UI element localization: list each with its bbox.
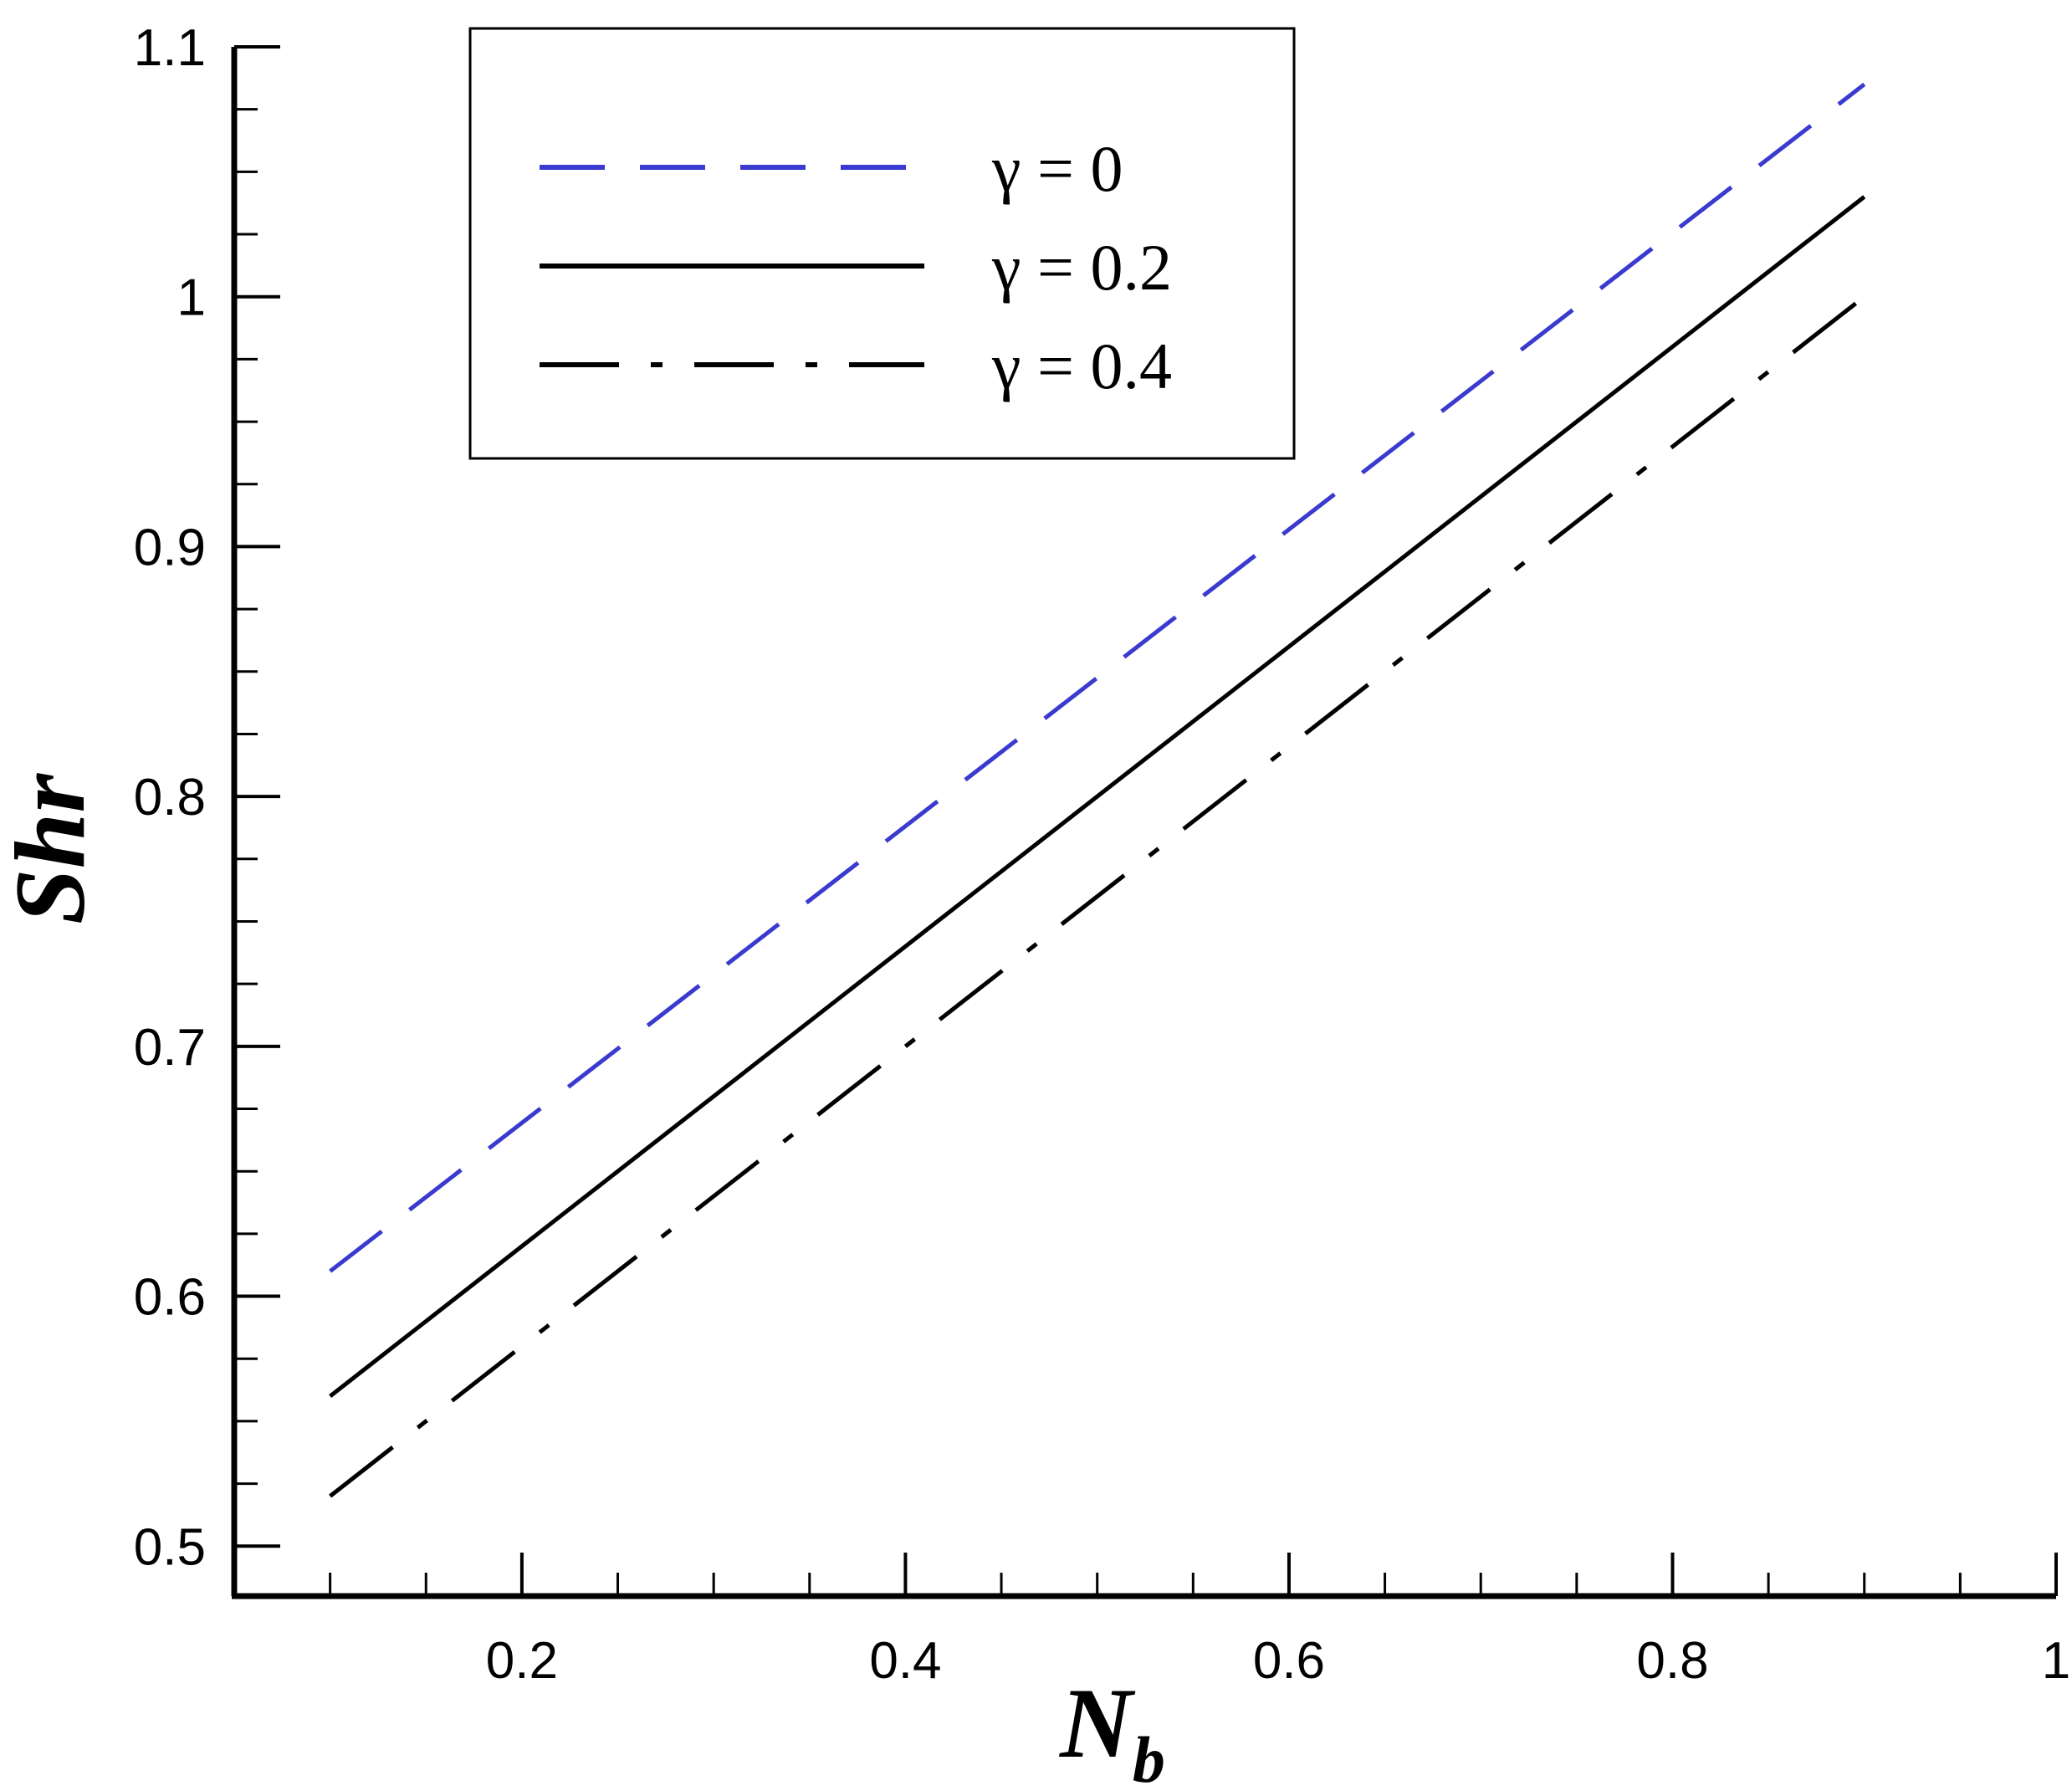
major-ticks [234,45,2058,1596]
x-axis-title: Nb [1058,1667,1165,1791]
y-tick-label: 0.9 [134,519,206,576]
x-tick-label: 0.6 [1253,1632,1325,1690]
legend-label: γ = 0.4 [991,330,1172,402]
y-tick-label: 0.5 [134,1518,206,1576]
x-tick-label: 0.8 [1636,1632,1708,1690]
legend-label: γ = 0 [991,132,1123,205]
series-lines [329,82,1866,1498]
y-axis-title: Shr [0,773,105,924]
x-axis-title-sub: b [1133,1723,1165,1791]
y-tick-label: 0.7 [134,1019,206,1077]
series-line [329,82,1866,1273]
series-line [329,195,1866,1399]
axes [231,47,2056,1599]
legend-box [468,27,1296,460]
series-line [329,294,1866,1498]
x-tick-label: 1 [2042,1632,2070,1690]
legend-label: γ = 0.2 [991,231,1172,304]
x-tick-label: 0.2 [486,1632,558,1690]
tick-labels: 0.2 0.4 0.6 0.8 1 0.5 0.6 0.7 0.8 0.9 1 1.1 [134,19,2070,1690]
x-axis-title-main: N [1058,1667,1136,1778]
y-tick-label: 0.6 [134,1269,206,1327]
minor-ticks [233,108,1962,1596]
y-tick-label: 1 [177,269,206,327]
legend: γ = 0 γ = 0.2 γ = 0.4 [468,27,1296,460]
y-tick-label: 1.1 [134,19,206,77]
y-tick-label: 0.8 [134,769,206,826]
x-tick-label: 0.4 [869,1632,941,1690]
